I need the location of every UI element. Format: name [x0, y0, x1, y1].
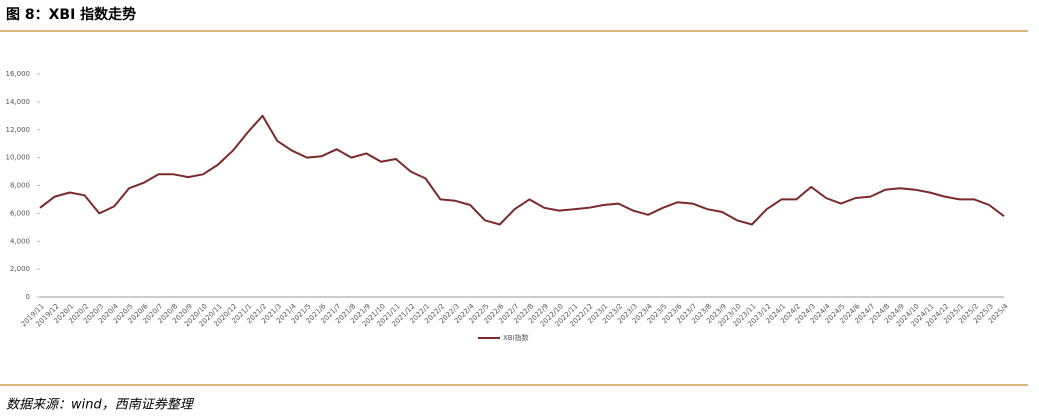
legend-label: XBI指数	[503, 333, 529, 342]
series-line	[39, 114, 1005, 226]
y-tick-label: 14,000	[6, 98, 31, 106]
y-tick-label: 4,000	[10, 237, 30, 245]
y-tick-label: 16,000	[6, 70, 31, 78]
chart-title: 图 8：XBI 指数走势	[6, 6, 136, 23]
y-tick-label: 8,000	[10, 182, 30, 190]
y-tick-label: 0	[26, 293, 30, 301]
y-tick-label: 10,000	[6, 154, 31, 162]
y-tick-label: 12,000	[6, 126, 31, 134]
y-tick-label: 6,000	[10, 209, 30, 217]
y-tick-label: 2,000	[10, 265, 30, 273]
source-note: 数据来源：wind，西南证券整理	[6, 398, 195, 413]
